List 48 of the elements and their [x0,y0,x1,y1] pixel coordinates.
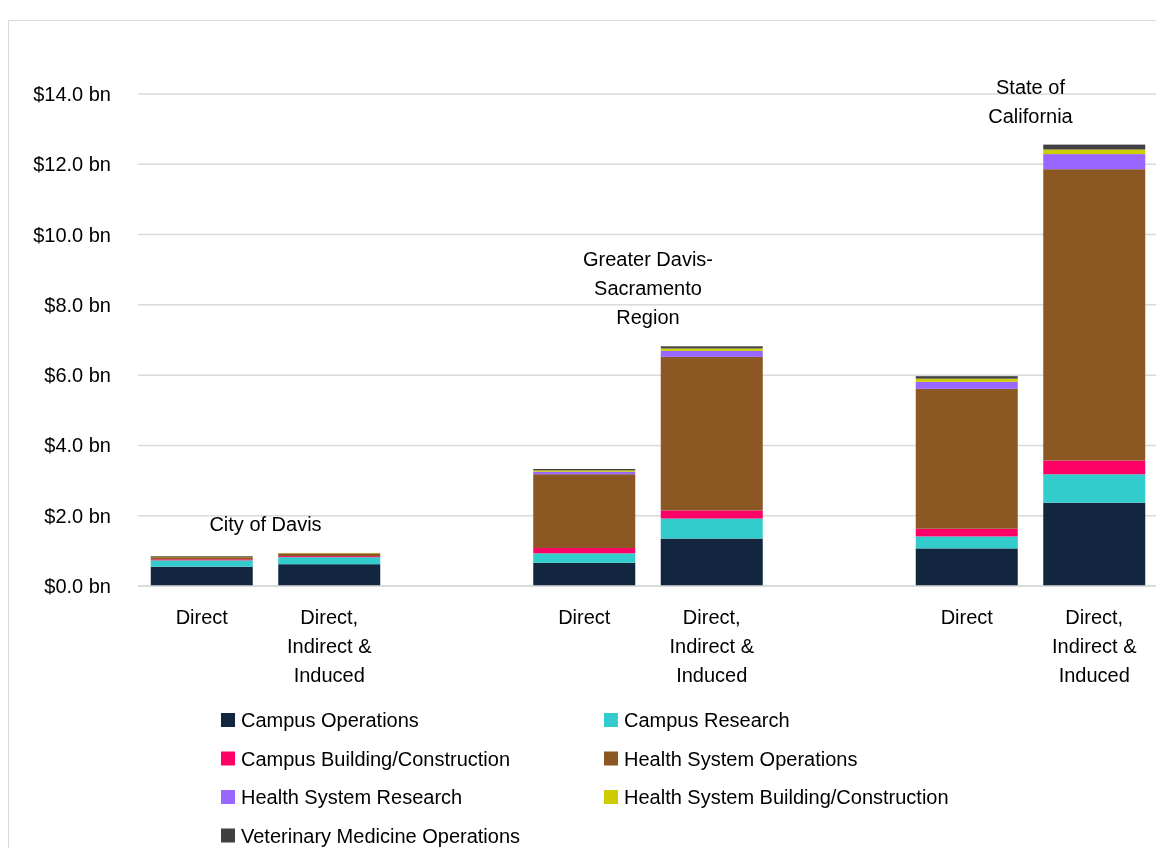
legend-label: Health System Research [241,786,463,808]
bar [150,560,253,567]
bar [1043,144,1146,150]
bar [1043,502,1146,586]
annotation: State of California [988,75,1074,127]
bar [278,564,381,586]
y-tick-label: $8.0 bn [44,293,111,316]
legend-label: Campus Operations [241,709,419,731]
bar [660,518,763,539]
legend-label: Veterinary Medicine Operations [241,824,521,847]
y-tick-label: $2.0 bn [44,504,111,527]
bar [1043,169,1146,461]
y-tick-label: $4.0 bn [44,434,111,457]
bar [533,562,636,586]
y-tick-label: $6.0 bn [44,364,111,387]
legend-label: Health System Building/Construction [624,786,949,808]
bar [1043,460,1146,475]
x-tick-label: Direct [558,606,611,628]
x-tick-label: Direct, Indirect & Induced [287,606,373,686]
bar [1043,474,1146,503]
bar [278,557,381,565]
legend-label: Campus Research [624,709,790,731]
y-tick-label: $14.0 bn [33,83,111,105]
bar [915,388,1018,529]
y-tick-label: $10.0 bn [33,223,111,246]
legend-label: Campus Building/Construction [241,747,511,770]
x-tick-label: Direct, Indirect & Induced [1052,606,1138,686]
annotation: City of Davis [209,512,322,535]
y-tick-label: $12.0 bn [33,153,111,176]
bar [660,356,763,511]
x-tick-label: Direct, Indirect & Induced [669,606,755,686]
bar [150,566,253,586]
bar [915,528,1018,537]
bar [660,350,763,357]
bar [533,553,636,563]
bar [533,548,636,554]
legend-label: Health System Operations [624,747,858,770]
y-tick-label: $0.0 bn [44,575,111,597]
bar [660,538,763,586]
bar [533,474,636,549]
bar [660,510,763,519]
x-tick-label: Direct [940,606,994,628]
x-tick-label: Direct [175,606,229,628]
annotation: Greater Davis-Sacramento Region [582,248,714,329]
bar [1043,154,1146,170]
bar [915,381,1018,389]
bar [915,548,1018,586]
bar [915,536,1018,549]
